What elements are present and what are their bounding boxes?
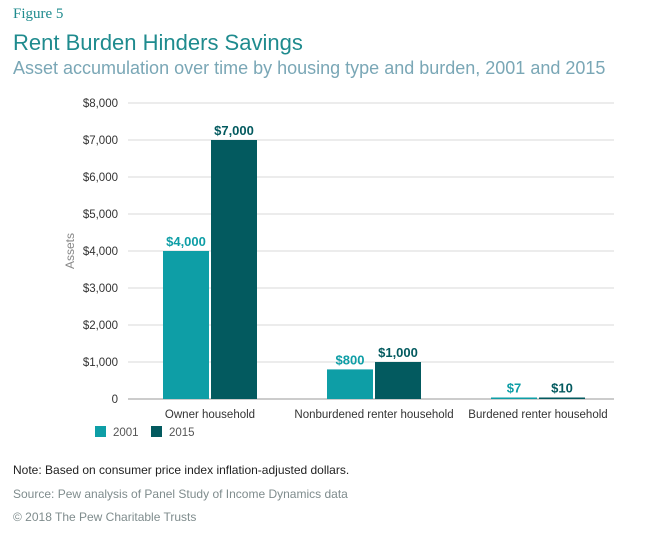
y-tick-label: 0 <box>112 394 118 406</box>
copyright: © 2018 The Pew Charitable Trusts <box>13 510 197 524</box>
data-label: $1,000 <box>378 345 418 360</box>
chart-note: Note: Based on consumer price index infl… <box>13 463 350 477</box>
data-label: $7 <box>507 381 521 396</box>
chart-source: Source: Pew analysis of Panel Study of I… <box>13 487 348 501</box>
y-tick-label: $3,000 <box>83 283 118 295</box>
bar-2015 <box>539 397 585 399</box>
category-label: Nonburdened renter household <box>294 409 453 421</box>
data-label: $10 <box>551 381 573 396</box>
bar-chart: 0 $1,000 $2,000 $3,000 $4,000 $5,000 $6,000 $7,… <box>63 98 614 439</box>
bar-2015 <box>375 362 421 399</box>
y-tick-label: $2,000 <box>83 320 118 332</box>
data-label: $7,000 <box>214 123 254 138</box>
legend-swatch <box>151 426 162 437</box>
category-label: Burdened renter household <box>468 409 607 421</box>
category-label: Owner household <box>165 409 255 421</box>
y-tick-label: $1,000 <box>83 357 118 369</box>
chart-title: Rent Burden Hinders Savings <box>13 30 303 55</box>
y-tick-label: $6,000 <box>83 172 118 184</box>
data-label: $800 <box>336 352 365 367</box>
y-tick-label: $8,000 <box>83 98 118 110</box>
y-tick-label: $7,000 <box>83 135 118 147</box>
figure-label: Figure 5 <box>13 6 64 22</box>
y-tick-label: $5,000 <box>83 209 118 221</box>
legend-label: 2001 <box>113 427 139 439</box>
bar-2001 <box>163 251 209 399</box>
chart-subtitle: Asset accumulation over time by housing … <box>13 58 606 78</box>
bar-2015 <box>211 140 257 399</box>
legend-label: 2015 <box>169 427 195 439</box>
data-label: $4,000 <box>166 234 206 249</box>
y-tick-label: $4,000 <box>83 246 118 258</box>
legend-swatch <box>95 426 106 437</box>
bar-2001 <box>491 397 537 399</box>
y-axis-label: Assets <box>63 233 77 269</box>
bar-2001 <box>327 369 373 399</box>
